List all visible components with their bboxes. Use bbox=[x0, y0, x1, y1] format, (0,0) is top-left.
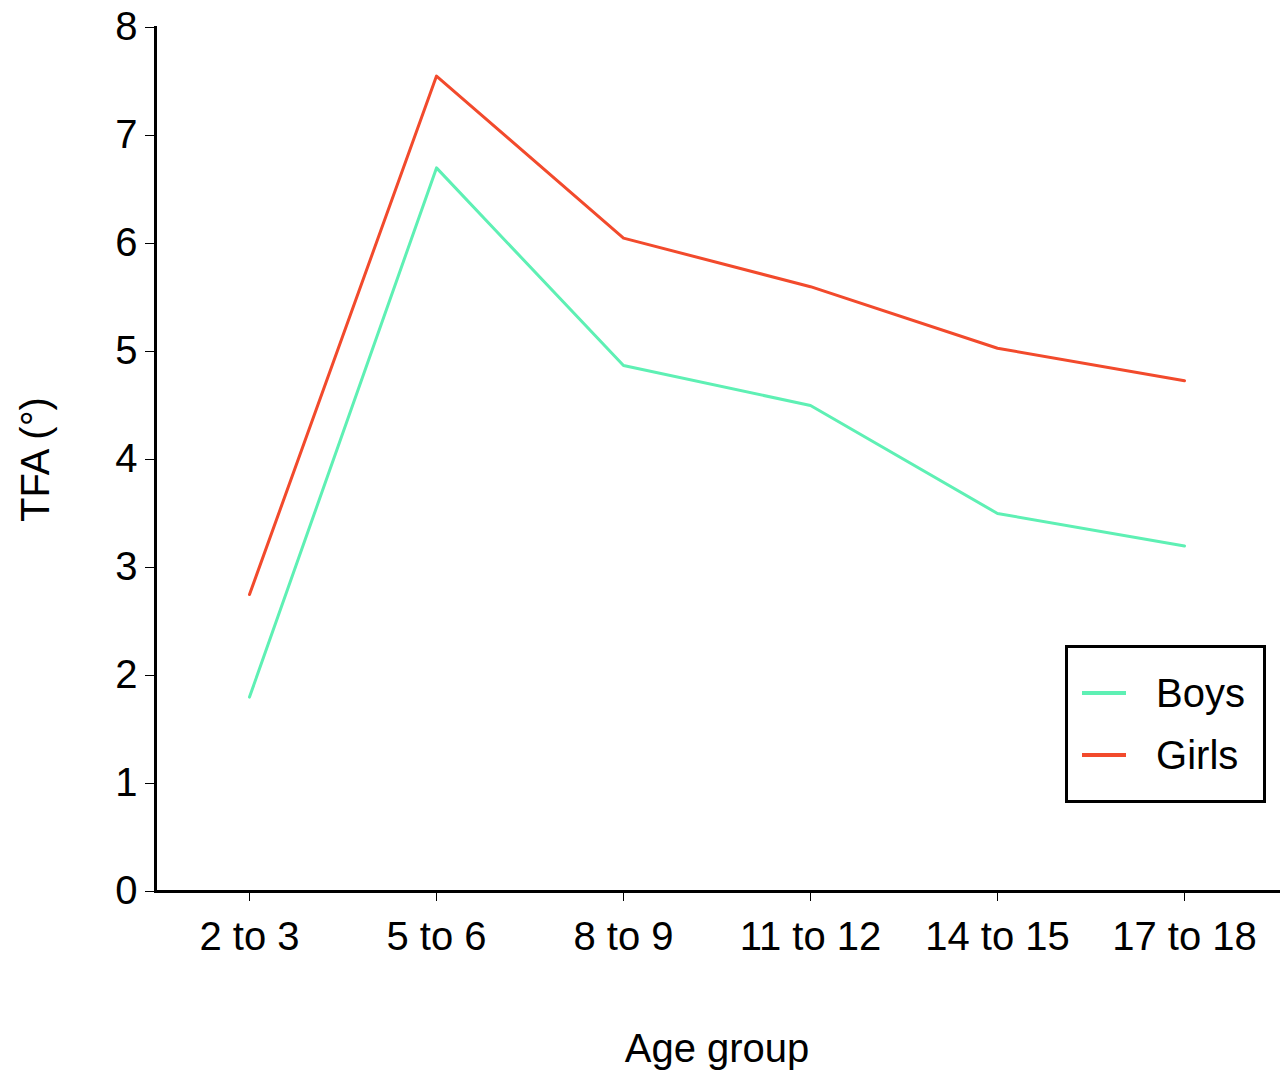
svg-text:4: 4 bbox=[115, 436, 137, 480]
svg-text:3: 3 bbox=[115, 544, 137, 588]
svg-text:Age group: Age group bbox=[625, 1026, 810, 1070]
svg-text:11 to 12: 11 to 12 bbox=[740, 914, 882, 958]
svg-text:2 to 3: 2 to 3 bbox=[199, 914, 299, 958]
svg-text:TFA (°): TFA (°) bbox=[13, 397, 57, 522]
svg-text:0: 0 bbox=[115, 868, 137, 912]
svg-text:7: 7 bbox=[115, 112, 137, 156]
svg-text:8: 8 bbox=[115, 4, 137, 48]
svg-text:6: 6 bbox=[115, 220, 137, 264]
svg-text:1: 1 bbox=[115, 760, 137, 804]
html-text:Boys: Boys bbox=[1156, 670, 1245, 715]
svg-text:2: 2 bbox=[115, 652, 137, 696]
svg-text:14 to 15: 14 to 15 bbox=[925, 914, 1070, 958]
svg-text:5: 5 bbox=[115, 328, 137, 372]
svg-text:17 to 18: 17 to 18 bbox=[1112, 914, 1257, 958]
svg-text:5 to 6: 5 to 6 bbox=[386, 914, 486, 958]
html-text:Girls: Girls bbox=[1156, 732, 1239, 777]
svg-text:8 to 9: 8 to 9 bbox=[573, 914, 673, 958]
